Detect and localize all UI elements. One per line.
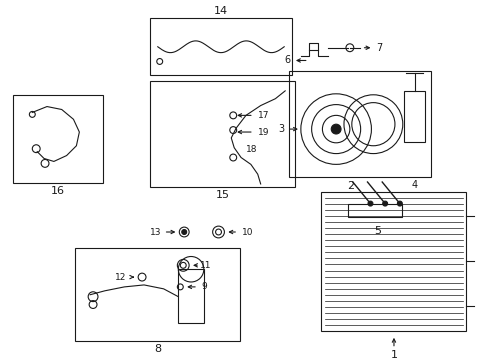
Text: 13: 13 <box>150 228 161 237</box>
Circle shape <box>367 201 372 206</box>
Text: 3: 3 <box>278 124 284 134</box>
Text: 14: 14 <box>213 6 227 17</box>
Text: 4: 4 <box>410 180 417 190</box>
Text: 7: 7 <box>375 43 382 53</box>
Text: 6: 6 <box>284 55 289 66</box>
Text: 18: 18 <box>245 145 257 154</box>
Text: 2: 2 <box>346 181 353 191</box>
Text: 19: 19 <box>257 127 269 136</box>
Circle shape <box>397 201 402 206</box>
Text: 17: 17 <box>257 111 269 120</box>
Text: 5: 5 <box>373 226 380 236</box>
Circle shape <box>182 230 186 234</box>
Text: 15: 15 <box>215 190 229 200</box>
Bar <box>288 71 430 177</box>
Bar <box>178 269 203 323</box>
Bar <box>321 192 466 331</box>
Bar <box>75 248 240 341</box>
Bar <box>13 95 102 183</box>
Text: 12: 12 <box>115 273 126 282</box>
Circle shape <box>382 201 387 206</box>
Text: 8: 8 <box>154 344 161 354</box>
Text: 9: 9 <box>201 282 206 291</box>
Bar <box>347 203 401 217</box>
Text: 11: 11 <box>200 261 211 270</box>
Bar <box>150 18 291 75</box>
Text: 16: 16 <box>51 186 64 196</box>
Circle shape <box>330 124 340 134</box>
Bar <box>403 91 425 142</box>
Text: 10: 10 <box>242 228 253 237</box>
Bar <box>150 81 294 187</box>
Text: 1: 1 <box>390 350 397 360</box>
